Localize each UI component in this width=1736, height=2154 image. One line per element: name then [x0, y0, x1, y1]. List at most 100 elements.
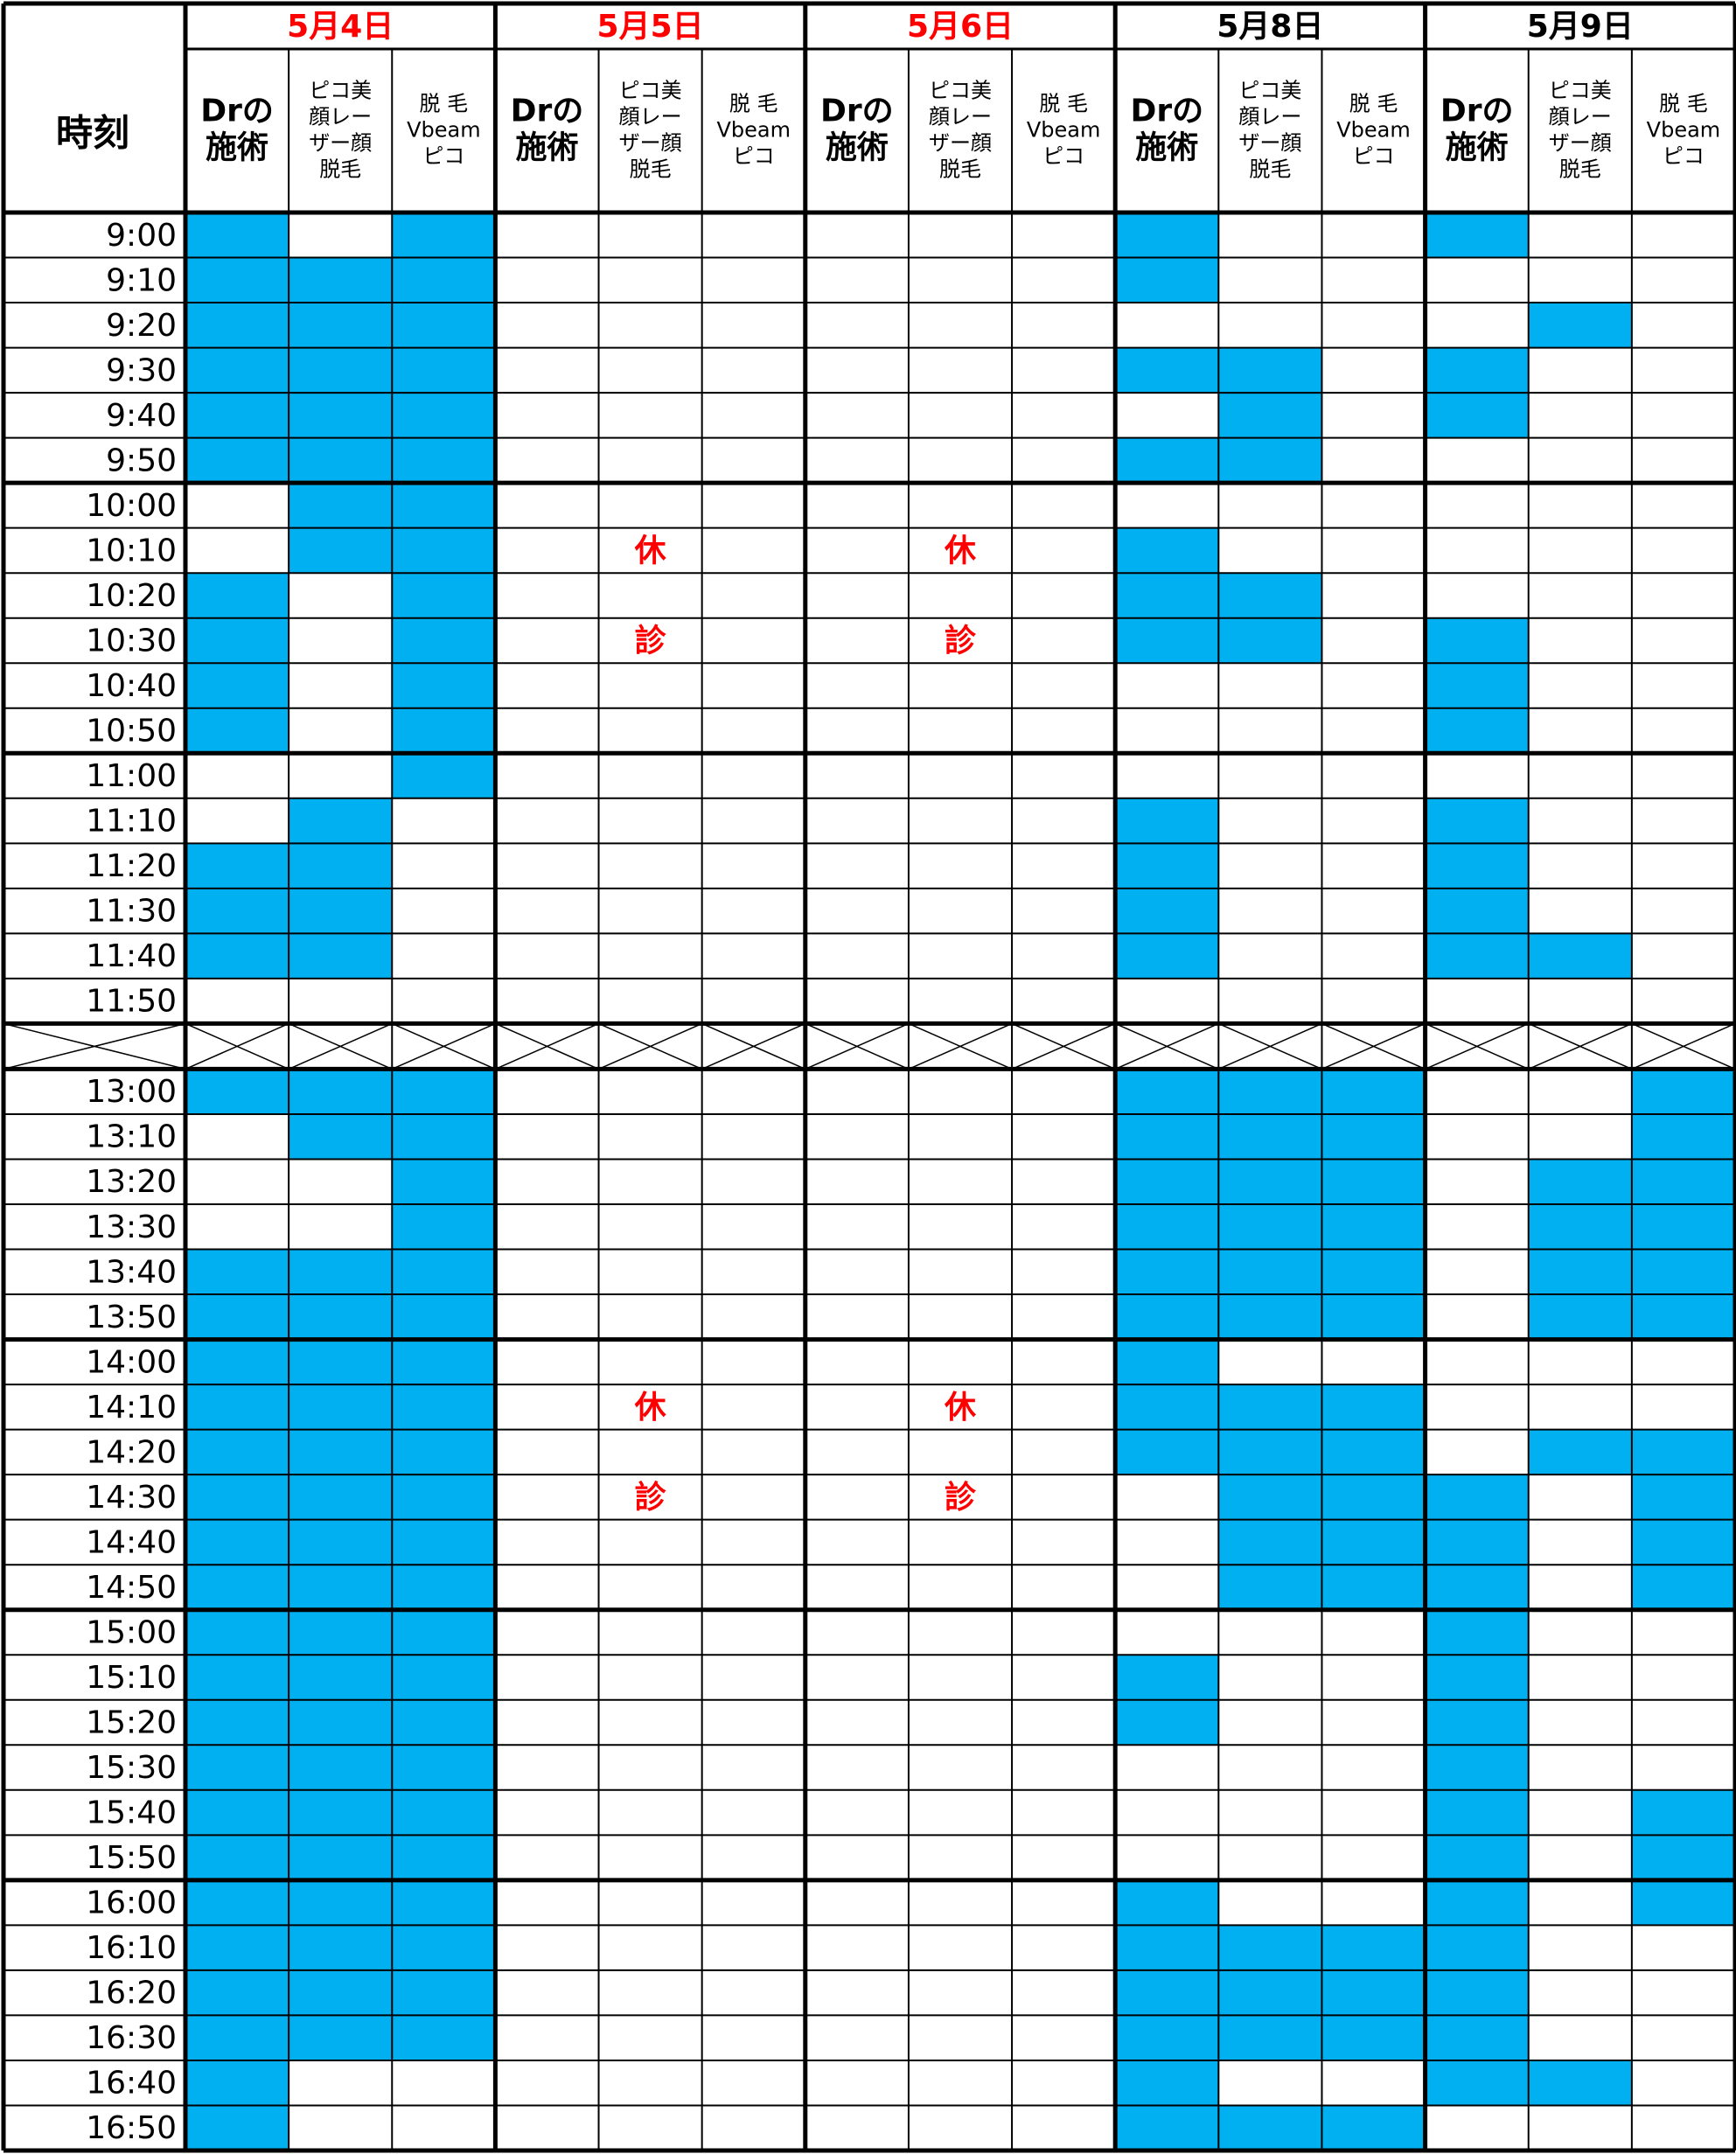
slot-cell: [392, 1159, 496, 1204]
slot-cell: [908, 1879, 1013, 1926]
slot-cell: [185, 1159, 289, 1204]
subcolumn-label: 顔レー: [1238, 105, 1301, 129]
slot-cell: [392, 257, 496, 303]
time-header: 時刻: [56, 112, 129, 155]
slot-cell: [495, 1384, 599, 1430]
slot-cell: [805, 1789, 909, 1836]
slot-cell: [908, 1249, 1013, 1295]
slot-cell: [805, 1069, 909, 1114]
slot-cell: [1425, 663, 1529, 708]
slot-cell: [1115, 1113, 1219, 1160]
slot-cell: [185, 888, 289, 934]
slot-cell: [598, 708, 702, 754]
slot-cell: [1218, 1249, 1322, 1295]
grid-line: [1631, 1022, 1736, 1070]
slot-cell: [1425, 1789, 1529, 1836]
slot-cell: [1528, 527, 1632, 574]
slot-cell: [1425, 888, 1529, 934]
slot-cell: [1115, 303, 1219, 348]
slot-cell: [185, 213, 289, 258]
slot-cell: [908, 978, 1013, 1024]
slot-cell: [185, 2105, 289, 2151]
slot-cell: [392, 978, 496, 1024]
time-label: 16:30: [86, 2020, 177, 2056]
slot-cell: [392, 708, 496, 754]
slot-cell: [598, 753, 702, 798]
slot-cell: [1631, 663, 1735, 708]
grid-line: [701, 1022, 806, 1070]
slot-cell: [1425, 1565, 1529, 1610]
slot-cell: [1321, 437, 1426, 484]
slot-cell: [1115, 1339, 1219, 1385]
slot-cell: [598, 1339, 702, 1385]
slot-cell: [598, 617, 702, 664]
slot-cell: [701, 2105, 805, 2151]
slot-cell: [1012, 798, 1116, 844]
subcolumn-label: ザー顔: [929, 131, 992, 156]
grid-line: [805, 1022, 910, 1070]
slot-cell: [1425, 393, 1529, 438]
slot-cell: [1425, 1609, 1529, 1656]
slot-cell: [598, 1159, 702, 1204]
slot-cell: [598, 2015, 702, 2060]
slot-cell: [1321, 1519, 1426, 1565]
slot-cell: [1631, 708, 1735, 754]
time-label: 16:40: [86, 2066, 177, 2102]
slot-cell: [495, 1655, 599, 1700]
slot-cell: [1321, 1249, 1426, 1295]
slot-cell: [289, 753, 393, 798]
slot-cell: [1631, 798, 1735, 844]
slot-cell: [1425, 1294, 1529, 1340]
slot-cell: [1631, 843, 1735, 889]
slot-cell: [908, 347, 1013, 394]
slot-cell: [701, 2060, 805, 2106]
slot-cell: [701, 1879, 805, 1926]
slot-cell: [908, 753, 1013, 798]
time-label: 14:40: [86, 1524, 177, 1560]
slot-cell: [1528, 1294, 1632, 1340]
slot-cell: [805, 843, 909, 889]
slot-cell: [1528, 2105, 1632, 2151]
slot-cell: [1321, 2015, 1426, 2060]
slot-cell: [289, 213, 393, 258]
slot-cell: [1528, 1159, 1632, 1204]
slot-cell: [1115, 1835, 1219, 1880]
slot-cell: [908, 1069, 1013, 1114]
slot-cell: [289, 798, 393, 844]
slot-cell: [392, 1429, 496, 1475]
slot-cell: [1321, 393, 1426, 438]
slot-cell: [701, 573, 805, 618]
slot-cell: [1321, 2060, 1426, 2106]
subcolumn-label: ピコ美: [1549, 79, 1612, 103]
slot-cell: [598, 933, 702, 979]
grid-line: [1011, 1022, 1116, 1070]
slot-cell: [908, 1835, 1013, 1880]
slot-cell: [1218, 1339, 1322, 1385]
slot-cell: [1425, 617, 1529, 664]
slot-cell: [701, 933, 805, 979]
slot-cell: [392, 1745, 496, 1790]
slot-cell: [805, 1565, 909, 1610]
slot-cell: [185, 257, 289, 303]
slot-cell: [1115, 257, 1219, 303]
slot-cell: [1631, 933, 1735, 979]
slot-cell: [701, 1565, 805, 1610]
slot-cell: [1631, 1069, 1735, 1114]
closed-note: 診: [635, 623, 667, 659]
slot-cell: [1528, 1429, 1632, 1475]
slot-cell: [1012, 978, 1116, 1024]
slot-cell: [1012, 753, 1116, 798]
slot-cell: [701, 303, 805, 348]
slot-cell: [392, 347, 496, 394]
slot-cell: [1425, 1249, 1529, 1295]
slot-cell: [495, 1113, 599, 1160]
slot-cell: [1218, 1655, 1322, 1700]
slot-cell: [1631, 1204, 1735, 1250]
slot-cell: [1321, 1113, 1426, 1160]
slot-cell: [1012, 933, 1116, 979]
slot-cell: [1115, 2015, 1219, 2060]
slot-cell: [598, 1969, 702, 2016]
slot-cell: [392, 1969, 496, 2016]
subcolumn-label: 脱 毛: [1349, 92, 1398, 116]
slot-cell: [1321, 1925, 1426, 1970]
